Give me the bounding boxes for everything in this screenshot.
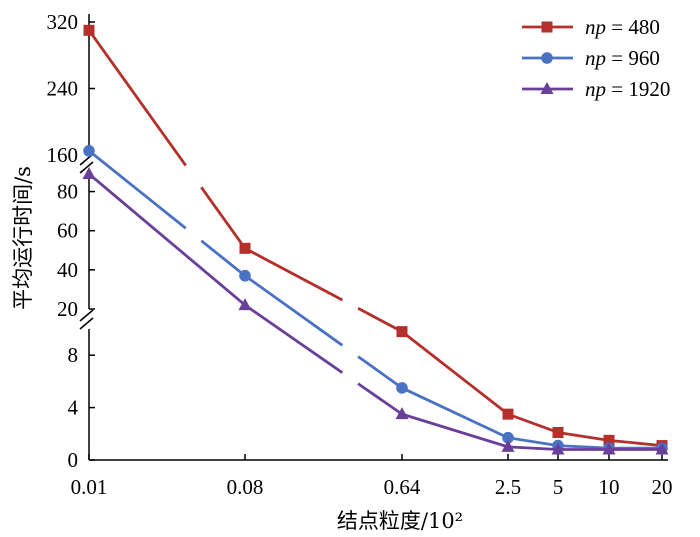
series-line-segment xyxy=(507,412,559,434)
legend-item: np = 960 xyxy=(522,46,660,70)
data-point xyxy=(501,439,515,452)
series-line-segment xyxy=(557,431,610,442)
data-point xyxy=(395,407,409,420)
series-line-segment xyxy=(357,382,403,416)
x-axis-label: 结点粒度/10² xyxy=(337,509,463,533)
y-tick-label: 20 xyxy=(57,297,78,321)
x-tick-label: 0.64 xyxy=(384,475,421,499)
series-line-segment xyxy=(401,386,509,439)
y-tick-label: 240 xyxy=(47,77,79,101)
data-point xyxy=(502,408,514,420)
data-point xyxy=(655,442,669,455)
data-point xyxy=(502,431,514,444)
axis-break-mark xyxy=(79,317,94,330)
y-axis-label: 平均运行时间/s xyxy=(11,166,35,310)
data-point xyxy=(396,326,408,338)
series-line-segment xyxy=(507,445,559,451)
y-ticks: 0 4 8 20 40 60 80 160 240 320 xyxy=(47,10,95,472)
series-line-segment xyxy=(357,307,403,333)
data-point xyxy=(603,434,615,446)
series-line-segment xyxy=(88,172,246,307)
legend-marker xyxy=(541,21,553,33)
data-point xyxy=(602,442,616,455)
data-point xyxy=(551,442,565,455)
series-group xyxy=(82,24,669,455)
series-line-segment xyxy=(200,239,246,277)
x-tick-label: 0.01 xyxy=(71,475,108,499)
data-point xyxy=(82,166,96,179)
y-tick-label: 4 xyxy=(68,396,79,420)
legend-item: np = 480 xyxy=(522,15,660,39)
y-tick-label: 40 xyxy=(57,258,78,282)
series-line-segment xyxy=(608,438,663,447)
legend-label: np = 960 xyxy=(585,46,660,70)
y-tick-label: 320 xyxy=(47,10,79,34)
y-tick-label: 8 xyxy=(68,343,79,367)
series-line-segment xyxy=(507,436,559,447)
legend-item: np = 1920 xyxy=(522,77,670,101)
x-tick-label: 20 xyxy=(652,475,673,499)
y-tick-label: 80 xyxy=(57,180,78,204)
legend-label: np = 1920 xyxy=(585,77,670,101)
x-tick-label: 10 xyxy=(599,475,620,499)
data-point xyxy=(396,382,408,394)
axis-break-mark xyxy=(79,161,94,174)
x-ticks: 0.01 0.08 0.64 2.5 5 10 20 xyxy=(71,454,673,499)
data-point xyxy=(552,426,564,438)
series-line-segment xyxy=(87,29,187,167)
data-point xyxy=(238,298,252,311)
series-line-segment xyxy=(401,412,509,449)
data-point xyxy=(239,242,251,254)
series-line-segment xyxy=(88,149,187,230)
legend: np = 480 np = 960 np = 1920 xyxy=(522,15,670,101)
y-tick-label: 0 xyxy=(68,448,79,472)
legend-marker xyxy=(541,52,553,64)
series-1 xyxy=(83,24,668,452)
legend-label: np = 480 xyxy=(585,15,660,39)
x-tick-label: 0.08 xyxy=(227,475,264,499)
axis-break-mark xyxy=(79,309,94,322)
series-line-segment xyxy=(244,247,343,302)
series-line-segment xyxy=(244,303,344,374)
data-point xyxy=(83,145,95,157)
y-tick-label: 60 xyxy=(57,219,78,243)
y-tick-label: 160 xyxy=(47,143,79,167)
series-line-segment xyxy=(200,186,247,250)
data-point xyxy=(83,24,95,36)
series-line-segment xyxy=(357,355,403,390)
x-tick-label: 2.5 xyxy=(495,475,521,499)
series-2 xyxy=(83,145,668,455)
data-point xyxy=(239,269,251,282)
series-line-segment xyxy=(401,330,509,416)
x-tick-label: 5 xyxy=(553,475,564,499)
series-line-segment xyxy=(244,274,344,347)
legend-marker xyxy=(540,82,554,94)
series-line-segment xyxy=(557,444,610,450)
series-3 xyxy=(82,166,669,455)
axes xyxy=(79,14,668,461)
